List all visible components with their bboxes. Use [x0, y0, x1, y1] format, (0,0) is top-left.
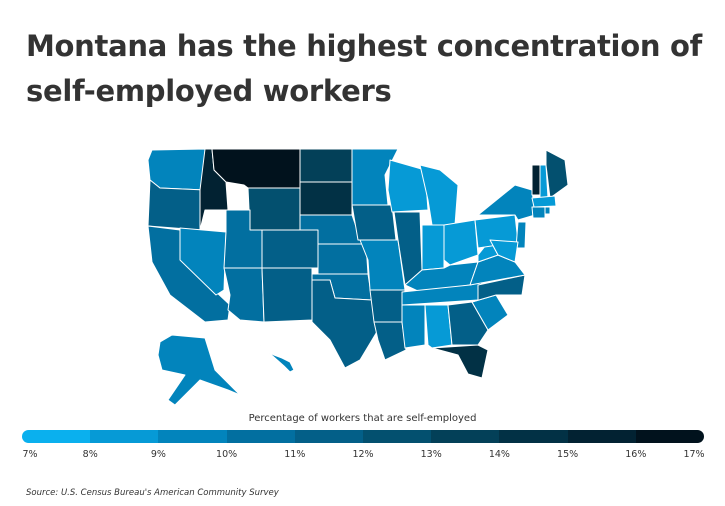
state-minnesota	[351, 148, 399, 206]
legend-segment	[158, 430, 227, 443]
state-kansas	[317, 243, 369, 275]
legend-ticks: 7% 8% 9% 10% 11% 12% 13% 14% 15% 16% 17%	[0, 449, 725, 463]
state-north-dakota	[299, 148, 353, 183]
state-washington	[147, 148, 206, 191]
state-new-mexico	[261, 267, 313, 323]
legend-segment	[499, 430, 568, 443]
source-label: Source:	[26, 488, 59, 498]
state-mississippi	[401, 304, 426, 349]
legend-tick-label: 16%	[625, 449, 647, 460]
state-alabama	[424, 304, 453, 349]
state-new-york	[477, 184, 536, 221]
legend-tick-label: 13%	[420, 449, 442, 460]
page-title: Montana has the highest concentration of…	[26, 29, 702, 108]
state-wisconsin	[387, 159, 429, 213]
legend-tick-label: 7%	[22, 449, 38, 460]
legend-segment	[90, 430, 159, 443]
legend-segment	[226, 430, 295, 443]
state-arizona	[223, 267, 265, 323]
legend-title: Percentage of workers that are self-empl…	[248, 413, 477, 424]
state-maine	[545, 149, 569, 199]
state-south-dakota	[299, 181, 353, 216]
state-connecticut	[531, 206, 546, 219]
legend-segment	[567, 430, 636, 443]
state-arkansas	[369, 289, 406, 323]
legend-tick-label: 8%	[82, 449, 98, 460]
state-rhode-island	[544, 206, 551, 215]
legend-segment	[635, 430, 704, 443]
state-new-jersey	[515, 221, 527, 249]
legend-segment	[363, 430, 432, 443]
state-florida	[431, 344, 489, 379]
legend-tick-label: 10%	[216, 449, 238, 460]
legend-tick-label: 9%	[150, 449, 166, 460]
state-texas	[311, 279, 379, 369]
state-nevada	[179, 227, 227, 296]
legend-segment	[294, 430, 364, 443]
state-hawaii	[257, 342, 295, 373]
legend-segment	[431, 430, 500, 443]
source-text: U.S. Census Bureau's American Community …	[60, 488, 279, 498]
state-ohio	[443, 219, 479, 266]
legend-tick-label: 15%	[557, 449, 579, 460]
legend-tick-label: 14%	[488, 449, 510, 460]
us-choropleth-map	[147, 148, 569, 406]
state-alaska	[157, 334, 241, 406]
source-note: Source: U.S. Census Bureau's American Co…	[26, 488, 279, 498]
state-wyoming	[247, 187, 301, 231]
legend-color-bar	[22, 430, 704, 443]
state-vermont	[531, 164, 541, 196]
state-iowa	[351, 204, 397, 241]
state-massachusetts	[531, 195, 557, 208]
legend-tick-label: 17%	[683, 449, 705, 460]
state-indiana	[421, 224, 445, 271]
legend-segment	[22, 430, 91, 443]
state-maryland	[489, 239, 519, 263]
state-colorado	[261, 229, 319, 269]
legend-tick-label: 12%	[352, 449, 374, 460]
state-louisiana	[373, 321, 407, 361]
legend-tick-label: 11%	[284, 449, 306, 460]
